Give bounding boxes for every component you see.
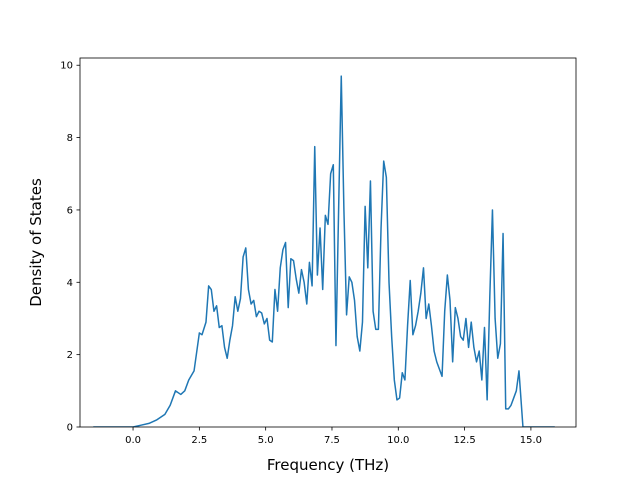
y-axis-label: Density of States — [27, 178, 45, 307]
x-tick-label: 7.5 — [324, 435, 340, 446]
y-tick-label: 8 — [67, 133, 73, 144]
x-tick-label: 12.5 — [453, 435, 475, 446]
x-tick-label: 10.0 — [387, 435, 409, 446]
y-tick-label: 4 — [67, 278, 73, 289]
x-tick-label: 0.0 — [125, 435, 141, 446]
y-tick-label: 6 — [67, 205, 73, 216]
plot-area — [93, 75, 555, 427]
y-tick-label: 10 — [60, 61, 73, 72]
plot-frame — [79, 57, 577, 428]
x-tick-label: 15.0 — [520, 435, 542, 446]
y-tick-label: 0 — [67, 423, 73, 434]
x-axis-ticks: 0.0 2.5 5.0 7.5 10.0 12.5 15.0 — [125, 427, 542, 446]
x-axis-label: Frequency (THz) — [267, 456, 389, 474]
y-axis-ticks: 0 2 4 6 8 10 — [60, 61, 80, 434]
x-tick-label: 2.5 — [191, 435, 207, 446]
x-tick-label: 5.0 — [258, 435, 274, 446]
y-tick-label: 2 — [67, 350, 73, 361]
dos-series-line — [93, 75, 555, 427]
